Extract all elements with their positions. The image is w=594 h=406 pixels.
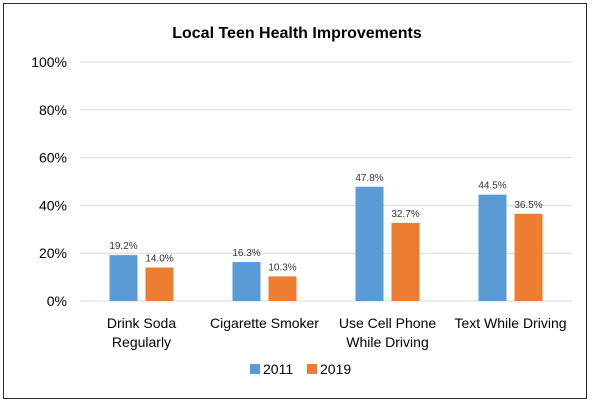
y-tick-label: 0% — [47, 293, 67, 309]
y-tick-label: 80% — [39, 102, 67, 118]
data-label: 44.5% — [478, 181, 506, 192]
x-category-label: Cigarette Smoker — [210, 315, 319, 331]
legend-label: 2019 — [320, 361, 351, 377]
x-axis-categories: Drink Soda Regularly Cigarette Smoker Use C… — [107, 315, 567, 350]
bars — [109, 186, 543, 301]
x-category-label: Drink Soda — [107, 315, 176, 331]
data-label: 19.2% — [109, 241, 137, 252]
data-label: 47.8% — [355, 173, 383, 184]
y-axis-ticks: 0% 20% 40% 60% 80% 100% — [31, 54, 67, 309]
data-label: 14.0% — [145, 254, 173, 265]
chart-title: Local Teen Health Improvements — [172, 25, 422, 42]
legend-swatch-2011 — [250, 364, 260, 374]
y-tick-label: 100% — [31, 54, 67, 70]
data-labels: 19.2% 14.0% 16.3% 10.3% 47.8% 32.7% 44.5% 36.5% — [109, 173, 542, 274]
bar-2011-1 — [232, 262, 261, 301]
y-tick-label: 20% — [39, 245, 67, 261]
x-category-label: Text While Driving — [454, 315, 566, 331]
bar-2011-2 — [355, 186, 384, 301]
legend: 2011 2019 — [250, 361, 351, 377]
data-label: 32.7% — [391, 209, 419, 220]
bar-2019-2 — [391, 222, 420, 301]
data-label: 36.5% — [514, 200, 542, 211]
y-tick-label: 60% — [39, 150, 67, 166]
data-label: 16.3% — [232, 248, 260, 259]
bar-2011-3 — [478, 194, 507, 301]
x-category-label: Use Cell Phone — [339, 315, 436, 331]
legend-label: 2011 — [263, 361, 293, 377]
data-label: 10.3% — [268, 262, 296, 273]
bar-2019-0 — [145, 267, 174, 301]
x-category-label: Regularly — [112, 334, 171, 350]
y-tick-label: 40% — [39, 197, 67, 213]
x-category-label: While Driving — [346, 334, 428, 350]
legend-swatch-2019 — [307, 364, 317, 374]
bar-2019-1 — [268, 276, 297, 301]
bar-2011-0 — [109, 255, 138, 301]
bar-2019-3 — [514, 213, 543, 301]
